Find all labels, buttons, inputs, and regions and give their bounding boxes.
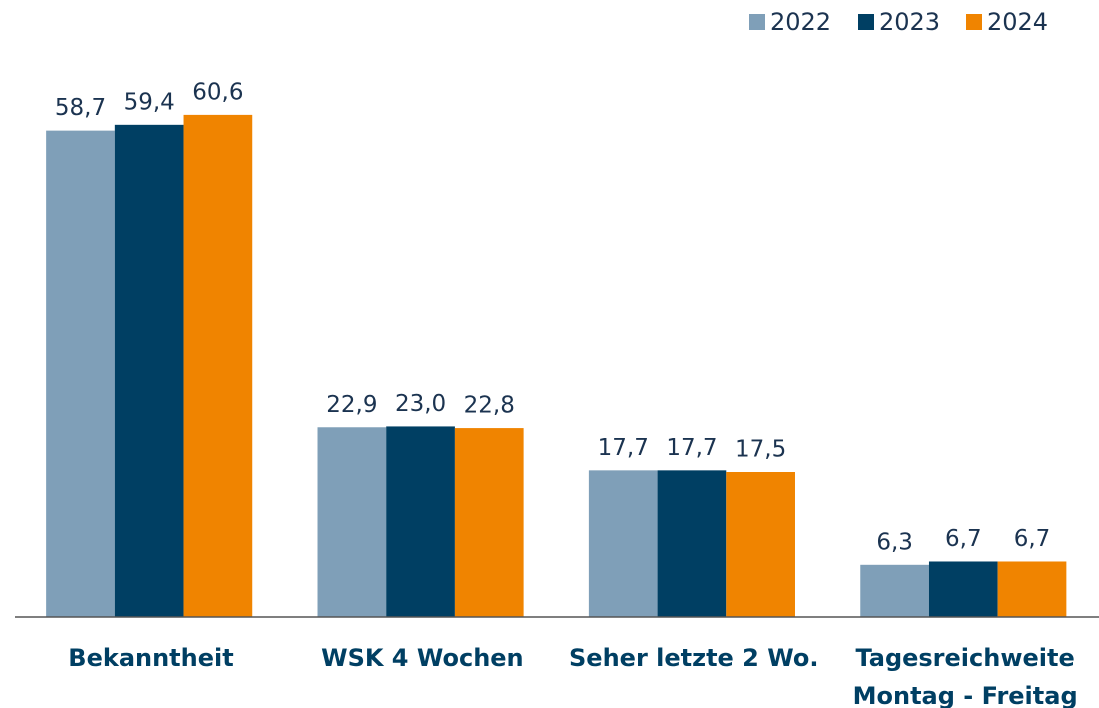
value-label: 17,7 [666, 435, 717, 461]
legend-swatch [966, 14, 982, 30]
value-label: 6,7 [945, 526, 982, 552]
value-label: 22,8 [464, 393, 515, 419]
legend-label: 2022 [770, 8, 831, 36]
bar [997, 561, 1067, 617]
value-label: 6,3 [876, 529, 913, 555]
bar [657, 470, 727, 617]
legend-label: 2024 [987, 8, 1048, 36]
value-label: 60,6 [192, 79, 243, 105]
value-label: 6,7 [1014, 526, 1051, 552]
value-label: 23,0 [395, 391, 446, 417]
bar [386, 426, 455, 617]
value-label: 59,4 [124, 89, 175, 115]
bar [114, 124, 184, 617]
x-tick-label: Tagesreichweite Montag - Freitag [852, 644, 1078, 708]
bar [588, 470, 658, 617]
bar [928, 561, 998, 617]
value-label: 17,7 [598, 435, 649, 461]
x-tick-label: Bekanntheit [68, 644, 234, 672]
bar [860, 564, 929, 617]
x-tick-label: WSK 4 Wochen [321, 644, 524, 672]
bar [183, 114, 253, 617]
value-label: 17,5 [735, 437, 786, 463]
bar [726, 472, 795, 617]
bar [46, 130, 115, 617]
bar [317, 427, 387, 617]
legend-swatch [858, 14, 874, 30]
x-tick-label: Seher letzte 2 Wo. [569, 644, 819, 672]
bar [454, 428, 524, 617]
value-label: 22,9 [326, 392, 377, 418]
value-label: 58,7 [55, 95, 106, 121]
legend-label: 2023 [879, 8, 940, 36]
legend-swatch [749, 14, 765, 30]
